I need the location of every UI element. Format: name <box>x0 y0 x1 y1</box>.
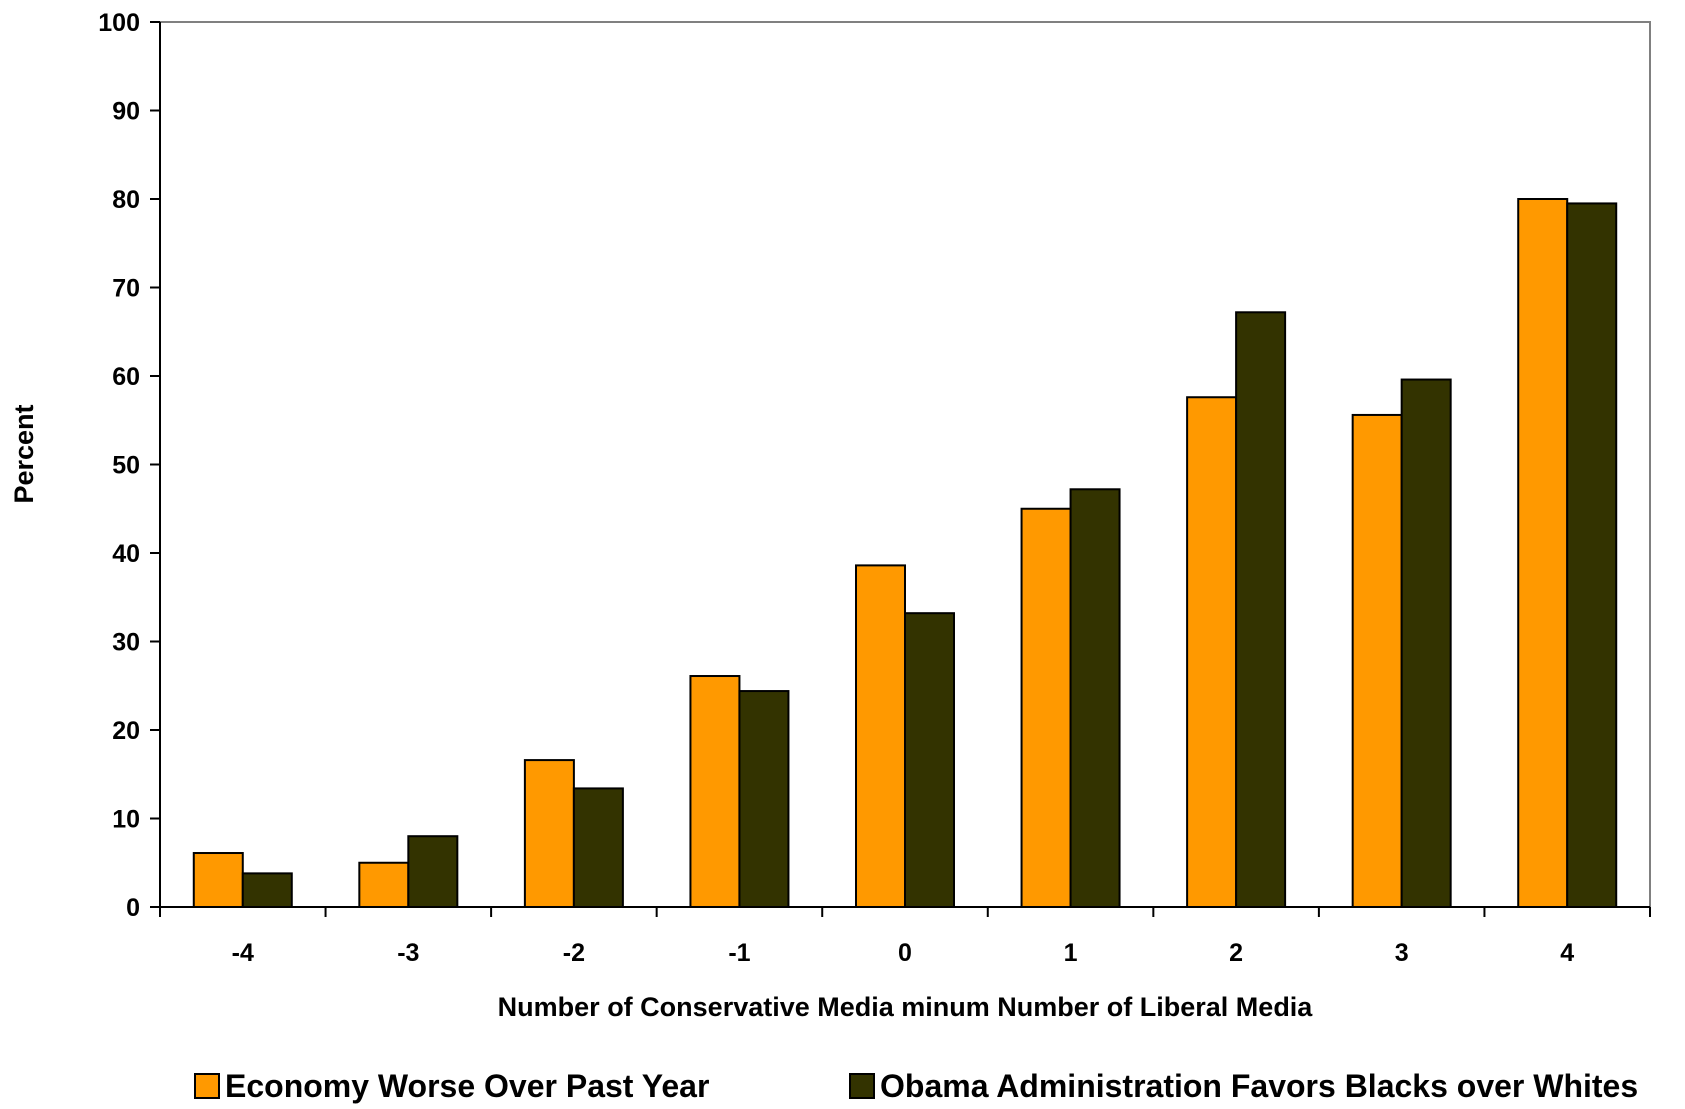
legend-swatch-1 <box>194 1073 220 1099</box>
x-tick-label: 0 <box>898 939 912 967</box>
y-tick-label: 60 <box>112 363 140 391</box>
bar-series-2-3 <box>1400 378 1452 909</box>
y-tick-label: 30 <box>112 629 140 657</box>
x-tick-label: -2 <box>563 939 585 967</box>
y-tick-label: 90 <box>112 98 140 126</box>
bar-series-2-1 <box>1069 488 1121 908</box>
bar-series-1-2 <box>1186 396 1238 908</box>
bar-series-1--1 <box>689 675 741 909</box>
bar-series-2--4 <box>241 872 293 908</box>
legend-label-2: Obama Administration Favors Blacks over … <box>880 1068 1638 1104</box>
x-axis: -4 -3 -2 -1 0 1 2 3 4 <box>159 906 1651 967</box>
y-tick-label: 100 <box>98 9 140 37</box>
legend-label-1: Economy Worse Over Past Year <box>225 1068 709 1104</box>
bar-series-1-4 <box>1517 198 1569 908</box>
x-tick-label: 3 <box>1395 939 1409 967</box>
y-tick-label: 0 <box>126 894 140 922</box>
bar-series-1--3 <box>358 861 410 908</box>
bar-series-2--3 <box>407 835 459 909</box>
x-tick-label: -3 <box>397 939 419 967</box>
x-tick-label: 4 <box>1560 939 1574 967</box>
legend-swatch-2 <box>849 1073 875 1099</box>
bar-series-2-0 <box>904 612 955 908</box>
bar-series-1-1 <box>1020 507 1072 908</box>
x-tick-label: -1 <box>728 939 750 967</box>
bar-series-1--2 <box>523 759 575 909</box>
bar-series-2-2 <box>1235 311 1287 908</box>
y-tick-label: 10 <box>112 806 140 834</box>
y-tick-label: 20 <box>112 717 140 745</box>
y-axis-title: Percent <box>9 404 39 503</box>
bar-series-2--1 <box>738 690 790 908</box>
bar-series-1-0 <box>855 564 906 908</box>
legend: Economy Worse Over Past Year Obama Admini… <box>194 1068 1638 1104</box>
bar-series-1--4 <box>192 852 244 909</box>
bar-series-2--2 <box>572 787 624 908</box>
y-tick-label: 80 <box>112 186 140 214</box>
x-tick-label: 1 <box>1064 939 1078 967</box>
bar-series-2-4 <box>1566 202 1618 909</box>
x-tick-label: 2 <box>1229 939 1243 967</box>
y-tick-label: 50 <box>112 452 140 480</box>
bar-series-1-3 <box>1351 413 1403 908</box>
x-axis-title: Number of Conservative Media minum Numbe… <box>498 992 1314 1022</box>
x-tick-label: -4 <box>232 939 254 967</box>
y-tick-label: 70 <box>112 275 140 303</box>
y-axis: 0 10 20 30 40 50 60 70 80 90 100 <box>98 9 161 922</box>
bars-group <box>192 198 1618 909</box>
y-tick-label: 40 <box>112 540 140 568</box>
